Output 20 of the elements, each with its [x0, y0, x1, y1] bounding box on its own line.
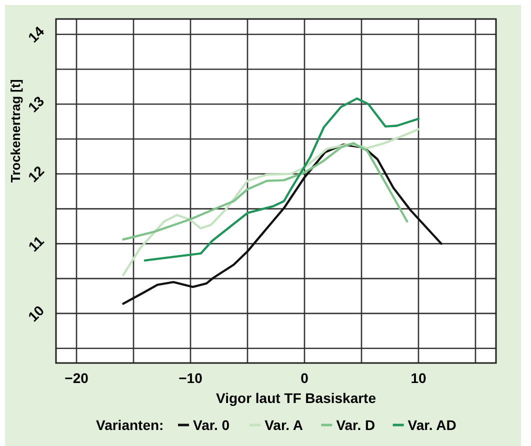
legend-title: Varianten:	[96, 417, 164, 433]
y-tick-label: 12	[24, 162, 48, 186]
legend-label: Var. D	[336, 417, 376, 433]
y-axis-title: Trockenertrag [t]	[8, 79, 23, 183]
x-tick-label: 10	[410, 370, 426, 386]
y-tick-label: 11	[25, 232, 48, 255]
x-axis-title: Vigor laut TF Basiskarte	[216, 390, 376, 406]
y-tick-label: 10	[24, 302, 48, 325]
x-tick-label: 0	[300, 370, 309, 386]
x-tick-label: −10	[178, 370, 203, 386]
line-series	[144, 97, 420, 262]
x-tick-label: −20	[64, 370, 89, 386]
legend-label: Var. AD	[408, 417, 456, 433]
line-series	[122, 144, 442, 305]
legend-label: Var. 0	[193, 417, 230, 433]
legend-label: Var. A	[264, 417, 304, 433]
line-series	[122, 142, 408, 241]
y-tick-label: 13	[24, 92, 48, 116]
y-tick-label: 14	[24, 23, 48, 46]
line-series	[122, 128, 420, 276]
